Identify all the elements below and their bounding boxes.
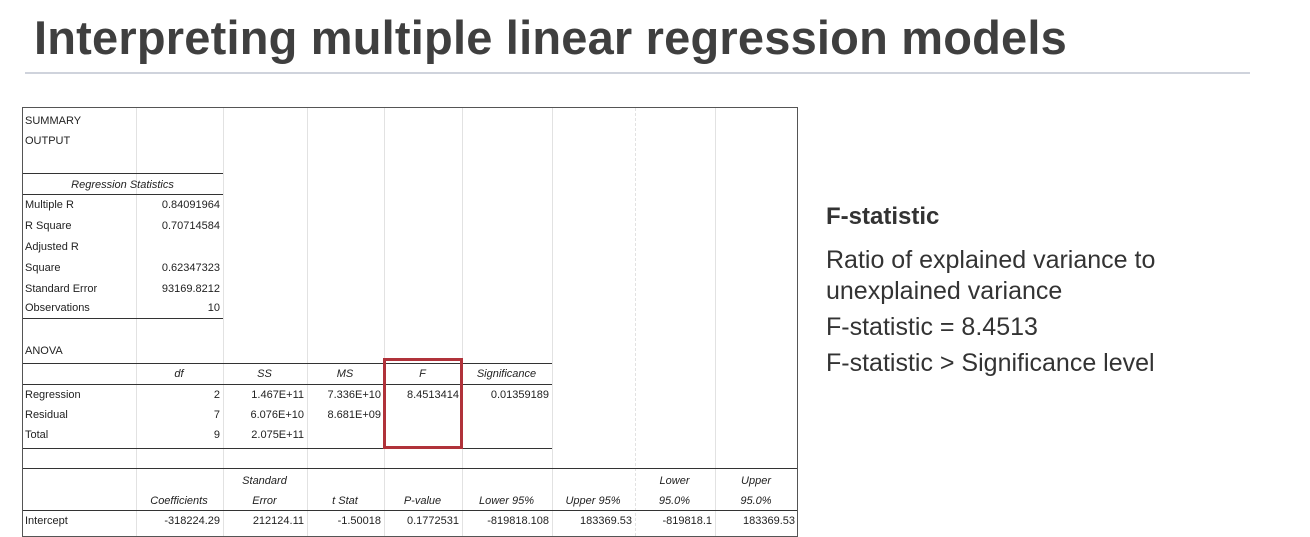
table-cell: 10 xyxy=(207,302,220,314)
side-line: F-statistic > Significance level xyxy=(826,349,1155,377)
grid-line xyxy=(136,108,137,536)
table-cell: Lower 95% xyxy=(478,495,535,507)
table-cell: P-value xyxy=(403,495,442,507)
grid-line xyxy=(552,108,553,536)
side-panel: F-statistic Ratio of explained variance … xyxy=(826,203,1246,384)
table-cell: 212124.11 xyxy=(252,515,304,527)
table-rule xyxy=(23,194,223,195)
grid-line xyxy=(384,108,385,536)
table-cell: t Stat xyxy=(332,495,358,507)
grid-line xyxy=(307,108,308,536)
table-rule xyxy=(23,448,552,449)
table-cell: 2.075E+11 xyxy=(251,429,304,441)
table-cell: 6.076E+10 xyxy=(250,409,304,421)
table-cell: 9 xyxy=(213,429,220,441)
table-cell: Standard xyxy=(242,475,287,487)
table-rule xyxy=(23,318,223,319)
table-cell: 2 xyxy=(213,389,220,401)
excel-summary-output: SUMMARY OUTPUT Regression Statistics Multip… xyxy=(22,107,798,537)
highlight-box xyxy=(383,358,463,449)
table-cell: 0.01359189 xyxy=(490,389,549,401)
table-cell: -819818.108 xyxy=(487,515,549,527)
table-cell: Adjusted R xyxy=(25,241,79,253)
table-cell: Upper 95% xyxy=(565,495,621,507)
table-cell: Upper xyxy=(741,475,771,487)
table-cell: ANOVA xyxy=(25,345,63,357)
table-cell: Residual xyxy=(25,409,68,421)
table-cell: OUTPUT xyxy=(25,135,71,147)
table-cell: Significance xyxy=(476,368,537,380)
side-line: F-statistic = 8.4513 xyxy=(826,313,1038,341)
title-rule xyxy=(25,72,1250,74)
side-heading: F-statistic xyxy=(826,203,940,230)
table-cell: -819818.1 xyxy=(662,515,712,527)
table-rule xyxy=(23,510,797,511)
table-rule xyxy=(23,173,223,174)
table-cell: 7.336E+10 xyxy=(327,389,381,401)
grid-line xyxy=(715,108,716,536)
table-cell: -318224.29 xyxy=(164,515,220,527)
table-cell: 93169.8212 xyxy=(161,283,220,295)
table-cell: Intercept xyxy=(25,515,68,527)
table-cell: 0.70714584 xyxy=(161,220,220,232)
table-cell: 1.467E+11 xyxy=(251,389,304,401)
table-cell: Multiple R xyxy=(25,199,74,211)
table-cell: F xyxy=(419,368,426,380)
table-cell: Coefficients xyxy=(150,495,208,507)
table-cell: 8.4513414 xyxy=(407,389,459,401)
table-cell: Error xyxy=(252,495,277,507)
grid-line xyxy=(462,108,463,536)
table-cell: SUMMARY xyxy=(25,115,82,127)
table-cell: 183369.53 xyxy=(743,515,795,527)
side-line: Ratio of explained variance to unexplain… xyxy=(826,246,1156,305)
table-cell: 95.0% xyxy=(740,495,772,507)
table-cell: -1.50018 xyxy=(337,515,381,527)
table-cell: df xyxy=(174,368,184,380)
table-cell: Lower xyxy=(659,475,690,487)
table-cell: 0.84091964 xyxy=(161,199,220,211)
table-cell: Total xyxy=(25,429,49,441)
table-cell: SS xyxy=(257,368,272,380)
table-cell: Observations xyxy=(25,302,90,314)
table-cell: Regression Statistics xyxy=(71,179,174,191)
table-cell: Standard Error xyxy=(25,283,98,295)
table-cell: 183369.53 xyxy=(580,515,632,527)
table-cell: Square xyxy=(25,262,61,274)
table-cell: R Square xyxy=(25,220,72,232)
table-cell: 7 xyxy=(213,409,220,421)
slide-title: Interpreting multiple linear regression … xyxy=(34,11,1067,64)
table-rule xyxy=(23,468,797,469)
table-cell: 0.62347323 xyxy=(161,262,220,274)
slide: Interpreting multiple linear regression … xyxy=(22,11,1250,537)
table-cell: 95.0% xyxy=(658,495,691,507)
table-cell: Regression xyxy=(25,389,81,401)
grid-line xyxy=(223,108,224,536)
table-cell: 8.681E+09 xyxy=(327,409,381,421)
table-cell: 0.1772531 xyxy=(407,515,459,527)
grid-line xyxy=(635,108,636,536)
table-cell: MS xyxy=(336,368,354,380)
table-rule xyxy=(23,384,552,385)
table-rule xyxy=(23,363,552,364)
